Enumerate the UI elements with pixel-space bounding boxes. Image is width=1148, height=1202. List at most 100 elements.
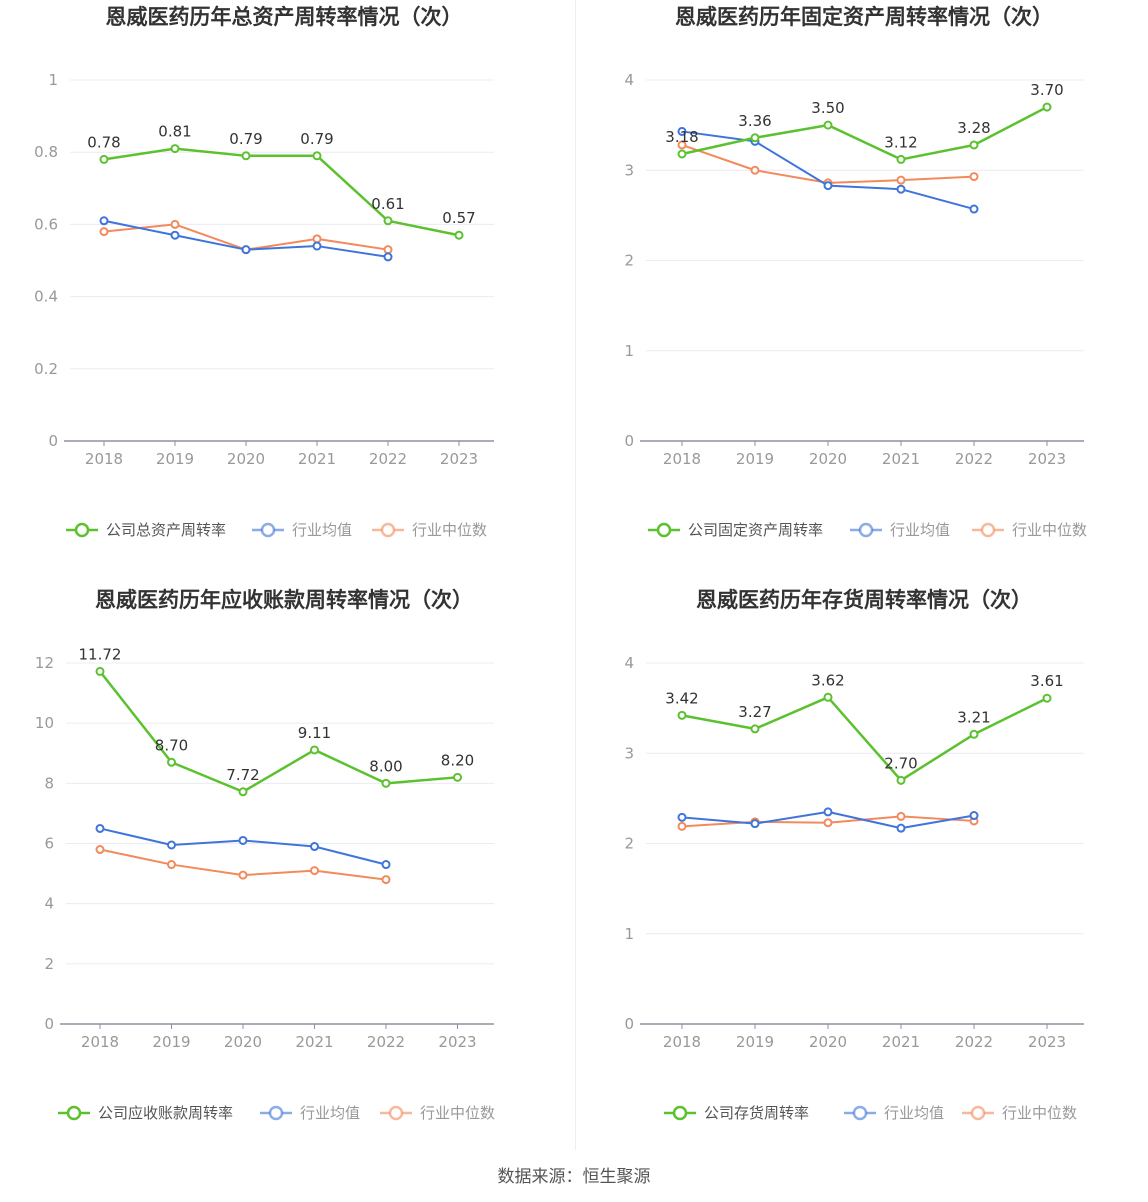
chart-inventory-turnover: 恩威医药历年存货周转率情况（次） 0 1 2 3 4 2018 2019 2020 2021 202… [624, 588, 1084, 1122]
series-line-company [681, 696, 1048, 782]
data-point-company [677, 149, 687, 159]
data-label: 0.61 [371, 195, 404, 213]
y-tick-label: 6 [44, 835, 54, 853]
data-label: 3.42 [665, 689, 698, 707]
data-point-median [95, 845, 105, 855]
data-label: 11.72 [79, 645, 122, 663]
data-point-average [95, 823, 105, 833]
data-point-company [969, 729, 979, 739]
data-point-average [312, 241, 322, 251]
data-label: 3.62 [811, 671, 844, 689]
legend-item-median: 行业中位数 [372, 521, 487, 539]
x-tick-label: 2023 [440, 450, 478, 468]
data-point-company [238, 787, 248, 797]
data-point-average [969, 204, 979, 214]
series-line-company [99, 670, 458, 794]
y-tick-label: 4 [44, 895, 54, 913]
legend-item-average: 行业均值 [260, 1104, 360, 1122]
legend-label: 行业均值 [300, 1104, 360, 1122]
y-tick-label: 0 [48, 432, 58, 450]
data-point-average [896, 823, 906, 833]
chart-panel-inventory-turnover: 恩威医药历年存货周转率情况（次） 0 1 2 3 4 2018 2019 2020 2021 202… [578, 583, 1148, 1166]
panel-divider [575, 0, 576, 1150]
y-tick-label: 0.2 [34, 360, 58, 378]
data-point-median [310, 866, 319, 876]
data-point-company [823, 692, 833, 702]
data-point-average [823, 181, 833, 191]
data-label: 9.11 [298, 724, 331, 742]
data-label: 3.36 [738, 112, 771, 130]
data-point-average [896, 184, 906, 194]
x-tick-label: 2018 [663, 450, 701, 468]
x-tick-label: 2022 [367, 1033, 405, 1051]
y-tick-label: 2 [624, 252, 634, 270]
data-point-median [381, 875, 391, 885]
data-point-median [677, 821, 687, 831]
x-tick-label: 2020 [227, 450, 265, 468]
data-point-median [750, 165, 760, 175]
data-point-average [310, 842, 319, 852]
legend-marker [268, 1105, 284, 1121]
data-point-company [896, 154, 906, 164]
data-label: 8.20 [441, 751, 474, 769]
chart-panel-total-asset-turnover: 恩威医药历年总资产周转率情况（次） 0 0.2 0.4 0.6 0.8 1 2018 2019 2… [0, 0, 574, 583]
data-label: 3.61 [1030, 672, 1063, 690]
chart-panel-fixed-asset-turnover: 恩威医药历年固定资产周转率情况（次） 0 1 2 3 4 2018 2019 2020 2021 2… [578, 0, 1148, 583]
chart-panel-receivable-turnover: 恩威医药历年应收账款周转率情况（次） 0 2 4 6 8 10 12 2018 2019 2020 2… [0, 583, 574, 1166]
x-tick-label: 2023 [438, 1033, 476, 1051]
legend-item-average: 行业均值 [850, 521, 950, 539]
legend-item-average: 行业均值 [844, 1104, 944, 1122]
data-point-company [823, 120, 833, 130]
legend-marker [858, 522, 874, 538]
legend-item-company: 公司应收账款周转率 [58, 1104, 233, 1122]
data-label: 8.70 [155, 736, 188, 754]
data-point-median [383, 245, 393, 255]
chart-title: 恩威医药历年存货周转率情况（次） [696, 588, 1032, 612]
series-line-median [681, 144, 975, 184]
legend-label: 行业均值 [890, 521, 950, 539]
legend-label: 行业中位数 [1012, 521, 1087, 539]
data-label: 7.72 [226, 766, 259, 784]
y-tick-label: 3 [624, 161, 634, 179]
data-point-company [381, 778, 391, 788]
data-point-company [969, 140, 979, 150]
legend-label: 行业均值 [292, 521, 352, 539]
data-point-company [896, 775, 906, 785]
x-tick-label: 2021 [298, 450, 336, 468]
data-point-median [896, 175, 906, 185]
legend-marker [672, 1105, 688, 1121]
data-label: 2.70 [884, 754, 917, 772]
data-point-average [969, 811, 979, 821]
x-tick-label: 2023 [1028, 1033, 1066, 1051]
x-tick-label: 2019 [152, 1033, 190, 1051]
legend-marker [980, 522, 996, 538]
x-tick-label: 2021 [295, 1033, 333, 1051]
data-point-median [99, 227, 109, 237]
y-tick-label: 4 [624, 71, 634, 89]
legend-item-company: 公司存货周转率 [664, 1104, 809, 1122]
data-point-median [238, 870, 248, 880]
data-point-company [99, 154, 109, 164]
legend-marker [66, 1105, 82, 1121]
legend-item-average: 行业均值 [252, 521, 352, 539]
legend-label: 公司总资产周转率 [106, 521, 226, 539]
data-point-median [969, 172, 979, 182]
data-label: 3.12 [884, 133, 917, 151]
y-tick-label: 0.8 [34, 143, 58, 161]
data-point-median [677, 140, 687, 150]
data-label: 3.50 [811, 99, 844, 117]
data-label: 3.21 [957, 708, 990, 726]
legend-marker [656, 522, 672, 538]
data-point-average [823, 807, 833, 817]
data-label: 0.79 [229, 130, 262, 148]
data-point-average [238, 835, 248, 845]
data-point-company [750, 724, 760, 734]
x-tick-label: 2021 [882, 1033, 920, 1051]
data-point-company [310, 745, 319, 755]
legend-label: 行业中位数 [1002, 1104, 1077, 1122]
data-point-median [312, 234, 322, 244]
data-point-company [677, 710, 687, 720]
chart-fixed-asset-turnover: 恩威医药历年固定资产周转率情况（次） 0 1 2 3 4 2018 2019 2020 2021 2… [624, 5, 1087, 539]
x-tick-label: 2022 [955, 1033, 993, 1051]
legend-item-company: 公司固定资产周转率 [648, 521, 823, 539]
